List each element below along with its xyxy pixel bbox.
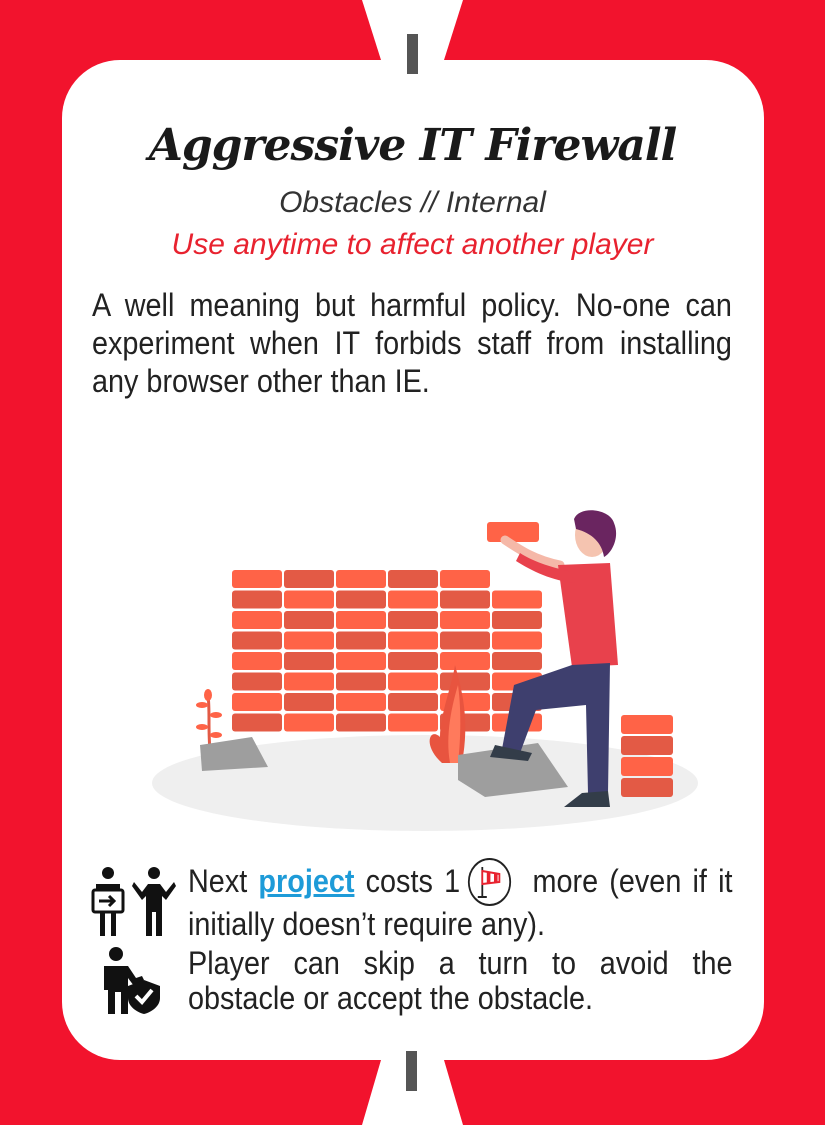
wall-brick [492, 652, 542, 670]
wall-brick [284, 611, 334, 629]
wall-brick [440, 611, 490, 629]
wall-brick [284, 570, 334, 588]
effect-1-middle: costs [354, 863, 445, 899]
wall-brick [232, 693, 282, 711]
wall-brick [440, 672, 490, 691]
wall-brick [284, 713, 334, 732]
wall-brick [336, 631, 386, 650]
wall-brick [336, 672, 386, 691]
effect-1-suffix: more (even if it initially doesn’t requi… [188, 863, 733, 942]
wall-brick [232, 631, 282, 650]
wall-brick [232, 713, 282, 732]
card-body [62, 60, 764, 1060]
plant-icon [196, 689, 222, 751]
wall-brick [388, 672, 438, 691]
wall-brick [388, 631, 438, 650]
wall-brick [336, 590, 386, 609]
effect-1-cost: 1 [444, 863, 461, 899]
wall-brick [284, 652, 334, 670]
wall-brick [336, 713, 386, 732]
wall-brick [284, 672, 334, 691]
project-link[interactable]: project [258, 863, 355, 899]
wall-brick [284, 693, 334, 711]
wall-brick [440, 590, 490, 609]
wall-brick [388, 713, 438, 732]
firewall-illustration [152, 510, 698, 831]
wall-brick [232, 590, 282, 609]
wall-brick [284, 631, 334, 650]
wall-brick [388, 570, 438, 588]
wall-brick [232, 652, 282, 670]
top-notch-bar [407, 34, 418, 74]
person-shield-icon [104, 947, 160, 1014]
brick-stack [621, 715, 673, 797]
bottom-notch [362, 1060, 463, 1125]
card-usage: Use anytime to affect another player [171, 228, 654, 261]
wall-brick [232, 570, 282, 588]
ground-shadow [152, 735, 698, 831]
top-notch [362, 0, 463, 60]
person-figure [487, 510, 618, 807]
wall-brick [492, 611, 542, 629]
wall-brick [388, 652, 438, 670]
wall-brick [336, 693, 386, 711]
wall-brick [284, 590, 334, 609]
wall-brick [388, 590, 438, 609]
effect-2-text: Player can skip a turn to avoid the obst… [188, 945, 733, 1016]
effect-1-prefix: Next [188, 863, 259, 899]
wall-brick [388, 693, 438, 711]
rock-left [200, 737, 268, 771]
bottom-notch-bar [406, 1051, 417, 1091]
wall-brick [440, 631, 490, 650]
windsock-icon [468, 858, 512, 906]
wall-brick [336, 652, 386, 670]
brick-wall [232, 570, 542, 732]
card-category: Obstacles // Internal [279, 186, 546, 219]
card-description: A well meaning but harmful policy. No-on… [92, 287, 732, 399]
wall-brick [336, 611, 386, 629]
wall-brick [492, 590, 542, 609]
wall-brick [492, 631, 542, 650]
rock-right [458, 743, 568, 797]
effect-1: Next project costs 1 more (even if it in… [188, 857, 733, 942]
wall-brick [232, 611, 282, 629]
wall-brick [388, 611, 438, 629]
wall-brick [440, 652, 490, 670]
wall-brick [232, 672, 282, 691]
wall-brick [336, 570, 386, 588]
wall-brick [440, 570, 490, 588]
people-exchange-icon [91, 867, 176, 936]
card-title: Aggressive IT Firewall [148, 120, 678, 171]
